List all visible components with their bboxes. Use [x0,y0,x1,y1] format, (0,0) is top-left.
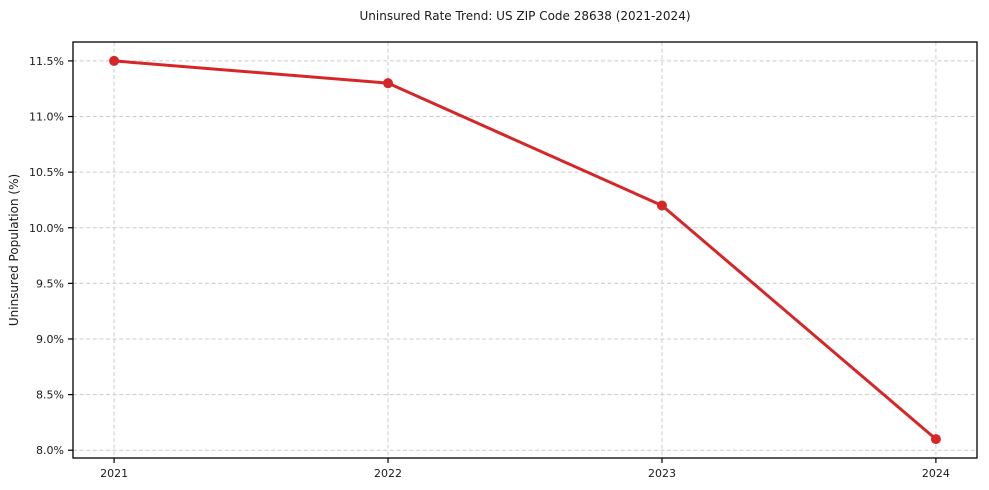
y-tick-label: 10.5% [29,166,64,179]
chart-title: Uninsured Rate Trend: US ZIP Code 28638 … [359,9,691,23]
y-tick-label: 8.0% [36,444,64,457]
x-tick-label: 2024 [922,467,950,480]
y-tick-label: 8.5% [36,389,64,402]
y-tick-label: 9.0% [36,333,64,346]
y-tick-label: 9.5% [36,277,64,290]
x-tick-label: 2022 [374,467,402,480]
x-tick-label: 2023 [648,467,676,480]
x-tick-label: 2021 [100,467,128,480]
trend-line [112,59,938,441]
data-point [656,200,667,211]
plot-border [72,41,978,459]
data-point [383,78,394,89]
y-tick-label: 11.0% [29,111,64,124]
data-point [109,55,120,66]
y-tick-label: 11.5% [29,55,64,68]
data-point [930,434,941,445]
y-tick-label: 10.0% [29,222,64,235]
